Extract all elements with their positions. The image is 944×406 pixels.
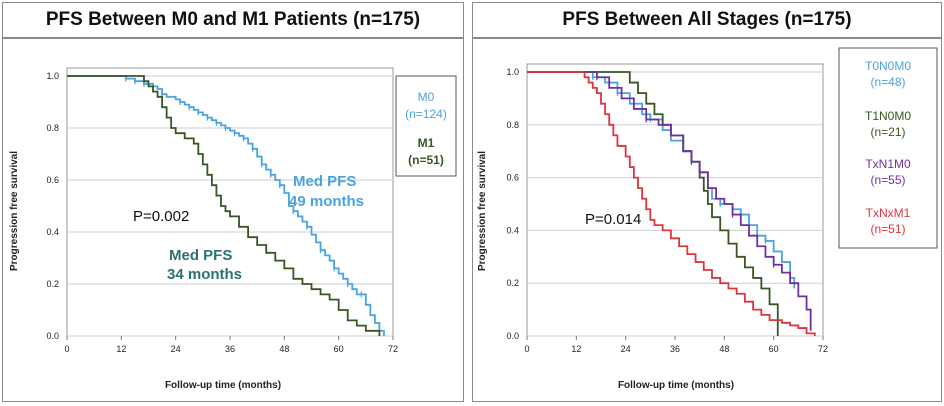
legend-txnxm1-name: TxNxM1 [866, 206, 911, 220]
x-axis-label: Follow-up time (months) [165, 380, 281, 391]
legend-t1n0m0-name: T1N0M0 [865, 109, 911, 123]
survival-curve-t1n0m0 [527, 71, 779, 336]
legend-t1n0m0-n: (n=21) [870, 125, 905, 139]
x-tick-label: 48 [719, 344, 729, 354]
y-tick-label: 0.8 [46, 123, 59, 133]
y-axis-label: Progression free survival [477, 151, 488, 271]
km-chart-m0-m1: 0.0 0.2 0.4 0.6 0.8 1.0 0 12 24 36 48 60 72 Progress… [9, 67, 457, 391]
x-tick-label: 36 [670, 344, 680, 354]
chart-frame-all-stages: 0.0 0.2 0.4 0.6 0.8 1.0 0 12 24 36 48 60 72 Progress… [472, 38, 942, 402]
legend-txn1m0-name: TxN1M0 [865, 157, 911, 171]
km-chart-all-stages: 0.0 0.2 0.4 0.6 0.8 1.0 0 12 24 36 48 60 72 Progress… [477, 47, 938, 391]
x-axis-label: Follow-up time (months) [618, 380, 734, 391]
x-tick-label: 48 [279, 344, 289, 354]
legend-txn1m0-n: (n=55) [870, 173, 905, 187]
x-tick-label: 12 [571, 344, 581, 354]
legend-txnxm1-n: (n=51) [870, 222, 905, 236]
p-value-annotation: P=0.014 [585, 211, 641, 228]
y-tick-label: 0.6 [46, 175, 59, 185]
y-axis-label: Progression free survival [9, 151, 20, 271]
x-tick-label: 36 [225, 344, 235, 354]
chart-frame-m0-m1: 0.0 0.2 0.4 0.6 0.8 1.0 0 12 24 36 48 60 72 Progress… [2, 38, 464, 402]
y-tick-label: 0.6 [506, 173, 519, 183]
p-value-annotation: P=0.002 [133, 208, 189, 225]
y-tick-label: 0.4 [46, 227, 59, 237]
x-tick-label: 0 [524, 344, 529, 354]
med-pfs-m0-value: 49 months [289, 193, 364, 210]
legend-t0n0m0-n: (n=48) [870, 75, 905, 89]
y-tick-label: 1.0 [506, 67, 519, 77]
x-tick-label: 0 [64, 344, 69, 354]
panel-title-all-stages: PFS Between All Stages (n=175) [472, 2, 942, 38]
legend-m0-name: M0 [418, 90, 435, 104]
y-tick-label: 0.0 [506, 331, 519, 341]
legend-m1-n: (n=51) [408, 153, 444, 167]
y-tick-label: 0.2 [46, 279, 59, 289]
survival-curve-m0 [67, 75, 385, 336]
survival-curve-m1 [67, 75, 381, 336]
x-tick-label: 12 [116, 344, 126, 354]
med-pfs-m1-label: Med PFS [169, 247, 232, 264]
legend-t0n0m0-name: T0N0M0 [865, 59, 911, 73]
x-tick-label: 24 [171, 344, 181, 354]
y-tick-label: 0.2 [506, 278, 519, 288]
y-tick-label: 0.4 [506, 225, 519, 235]
med-pfs-m1-value: 34 months [167, 266, 242, 283]
legend-m0-n: (n=124) [405, 107, 447, 121]
y-tick-label: 0.0 [46, 331, 59, 341]
legend: T0N0M0 (n=48) T1N0M0 (n=21) TxN1M0 (n=55… [838, 47, 938, 249]
legend-m1-name: M1 [418, 136, 435, 150]
med-pfs-m0-label: Med PFS [293, 173, 356, 190]
x-tick-label: 72 [818, 344, 828, 354]
x-tick-label: 60 [769, 344, 779, 354]
x-tick-label: 24 [621, 344, 631, 354]
x-tick-label: 72 [388, 344, 398, 354]
survival-curve-t0n0m0 [527, 71, 796, 289]
x-tick-label: 60 [334, 344, 344, 354]
legend: M0 (n=124) M1 (n=51) [395, 75, 457, 177]
panel-title-m0-m1: PFS Between M0 and M1 Patients (n=175) [2, 2, 464, 38]
y-tick-label: 1.0 [46, 71, 59, 81]
survival-curve-txn1m0 [527, 71, 812, 331]
y-tick-label: 0.8 [506, 120, 519, 130]
survival-curve-txnxm1 [527, 71, 816, 336]
plot-area [526, 63, 824, 337]
